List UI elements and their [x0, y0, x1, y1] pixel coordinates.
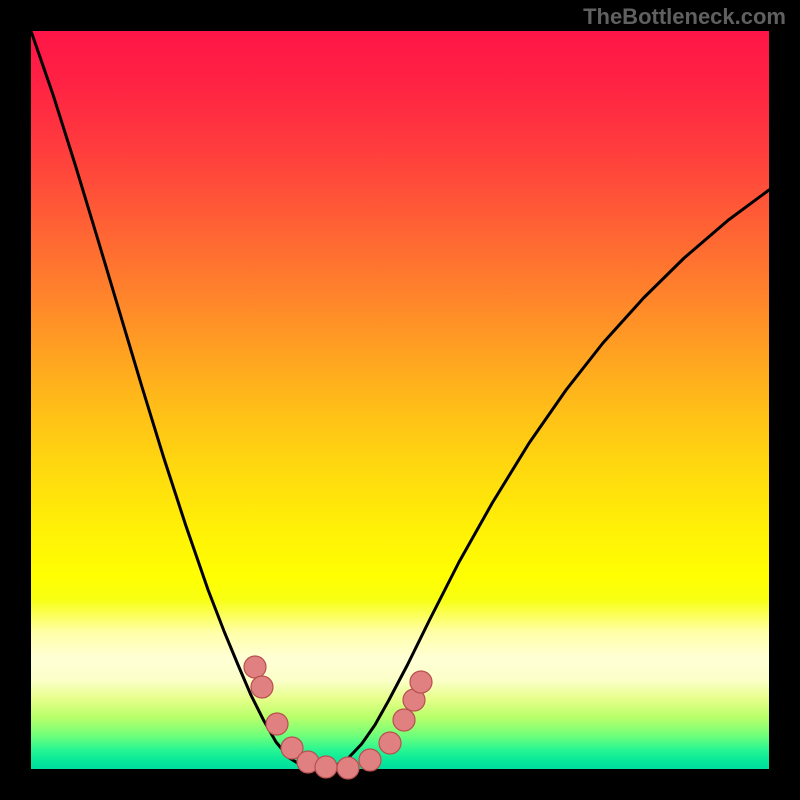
curve-marker	[410, 671, 432, 693]
gradient-plot-area	[31, 31, 769, 769]
curve-marker	[315, 756, 337, 778]
curve-marker	[393, 709, 415, 731]
chart-stage: TheBottleneck.com	[0, 0, 800, 800]
curve-marker	[359, 749, 381, 771]
curve-marker	[266, 713, 288, 735]
curve-marker	[244, 656, 266, 678]
chart-svg	[0, 0, 800, 800]
watermark-text: TheBottleneck.com	[583, 4, 786, 30]
curve-marker	[337, 757, 359, 779]
curve-marker	[379, 732, 401, 754]
curve-marker	[251, 676, 273, 698]
